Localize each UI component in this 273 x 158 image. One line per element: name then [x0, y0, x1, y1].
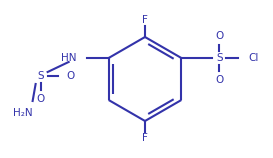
Text: O: O	[215, 31, 224, 41]
Text: S: S	[216, 53, 223, 63]
Text: H₂N: H₂N	[13, 108, 32, 118]
Text: O: O	[37, 94, 45, 104]
Text: HN: HN	[61, 53, 77, 63]
Text: O: O	[215, 75, 224, 85]
Text: S: S	[37, 71, 44, 81]
Text: O: O	[67, 71, 75, 81]
Text: F: F	[142, 15, 148, 25]
Text: F: F	[142, 133, 148, 143]
Text: Cl: Cl	[248, 53, 259, 63]
